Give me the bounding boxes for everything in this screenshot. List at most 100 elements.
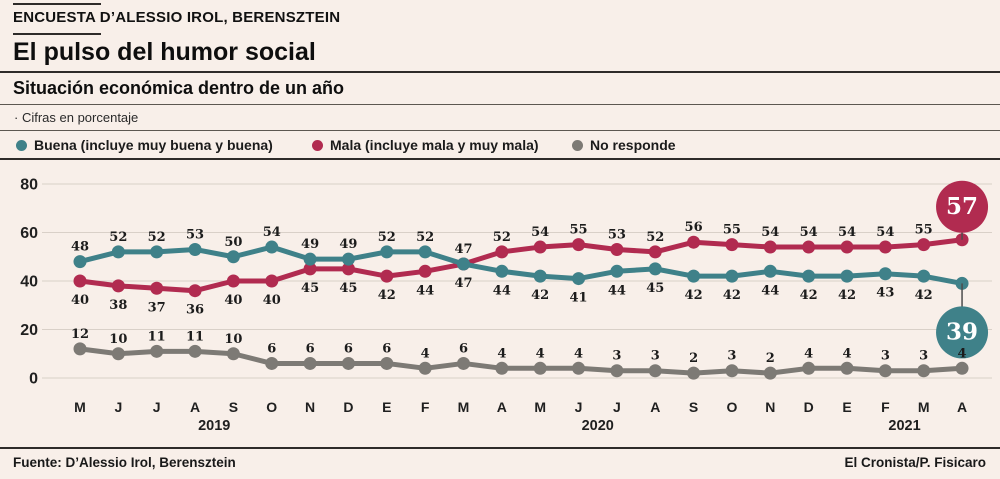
data-point-label: 44 [493,283,511,298]
data-point-label: 52 [109,230,127,245]
y-axis-tick: 0 [29,371,38,388]
data-point [303,252,317,266]
data-point-label: 44 [608,283,626,298]
data-point [648,364,662,378]
x-axis-tick: D [343,399,353,415]
data-point-label: 42 [531,288,549,303]
data-point [457,356,470,370]
data-point [265,274,279,288]
data-point [687,366,701,380]
data-point [763,264,777,278]
data-point [878,364,892,378]
data-point [725,269,739,283]
data-point [687,269,701,283]
data-point-label: 3 [919,349,928,364]
series-line [77,237,965,294]
data-point-label: 40 [263,293,281,308]
buena-dot-icon [16,139,27,151]
x-axis-tick: D [804,399,814,415]
y-axis-tick: 60 [20,225,38,242]
data-point [150,281,164,295]
data-point-label: 54 [531,225,549,240]
data-point-label: 54 [263,225,281,240]
units-note: · Cifras en porcentaje [14,110,139,125]
data-point [188,284,202,298]
x-axis-tick: M [918,399,930,415]
end-value-label: 57 [946,193,978,220]
data-point [111,347,125,361]
data-point-label: 6 [382,341,391,356]
end-value-badge [936,180,989,233]
source-credit: Fuente: D’Alessio Irol, Berensztein [13,455,236,470]
data-point-label: 54 [876,225,894,240]
x-axis-tick: A [190,399,200,415]
data-point-label: 6 [344,341,353,356]
data-point [917,269,931,283]
data-point-label: 3 [651,349,660,364]
data-point [226,274,240,288]
data-point-label: 49 [339,237,357,252]
kicker: ENCUESTA D’ALESSIO IROL, BERENSZTEIN [13,9,341,26]
data-point-label: 41 [570,291,588,306]
data-point [111,279,125,293]
y-axis-tick: 80 [20,177,38,194]
data-point [341,356,355,370]
legend-item-mala: Mala (incluye mala y muy mala) [312,137,539,153]
x-axis-tick: A [650,399,660,415]
data-point-label: 48 [71,240,89,255]
data-point-label: 55 [915,223,933,238]
x-axis-tick: S [229,399,238,415]
data-point [840,240,854,254]
data-point [917,364,931,378]
data-point [418,264,432,278]
data-point [878,267,892,281]
x-axis-tick: F [881,399,890,415]
data-point-label: 53 [608,227,626,242]
data-point-label: 37 [148,300,166,315]
data-point-label: 42 [378,288,396,303]
data-point-label: 6 [306,341,315,356]
data-point [495,361,509,375]
data-point [955,361,969,375]
data-point [648,262,662,276]
data-point-label: 54 [800,225,818,240]
data-point [878,240,892,254]
data-point-label: 42 [838,288,856,303]
x-axis-tick: N [305,399,315,415]
data-point-label: 2 [689,351,698,366]
line-chart: 0 20 40 60 80 M J J A S O N D E F M A M J J A S O N D E F M A 2019 202… [20,177,992,434]
chart-subtitle: Situación económica dentro de un año [13,78,345,98]
data-point-label: 3 [727,349,736,364]
data-point-label: 10 [224,332,242,347]
data-point [533,240,547,254]
x-axis-tick: F [421,399,430,415]
data-point-label: 45 [301,281,319,296]
data-point-label: 4 [497,346,506,361]
legend-item-no-responde: No responde [572,137,676,153]
data-point [150,344,164,358]
data-point [610,364,624,378]
data-point-label: 42 [685,288,703,303]
data-point [380,356,394,370]
data-point-label: 56 [685,220,703,235]
end-value-badge [936,306,989,359]
title-rule [0,71,1000,73]
x-axis-tick: J [114,399,122,415]
data-point-label: 55 [570,223,588,238]
data-point [763,366,777,380]
data-point [648,245,662,259]
data-point [802,240,816,254]
data-point-label: 11 [186,329,204,344]
data-point [418,361,432,375]
legend-label: No responde [590,137,676,153]
x-axis-tick: A [957,399,967,415]
data-point [341,262,355,276]
legend-label: Mala (incluye mala y muy mala) [330,137,539,153]
y-axis-tick: 20 [20,322,38,339]
series-line [77,244,965,286]
data-point-label: 6 [459,341,468,356]
x-axis-tick: M [74,399,86,415]
data-point [802,269,816,283]
data-point-label: 10 [109,332,127,347]
